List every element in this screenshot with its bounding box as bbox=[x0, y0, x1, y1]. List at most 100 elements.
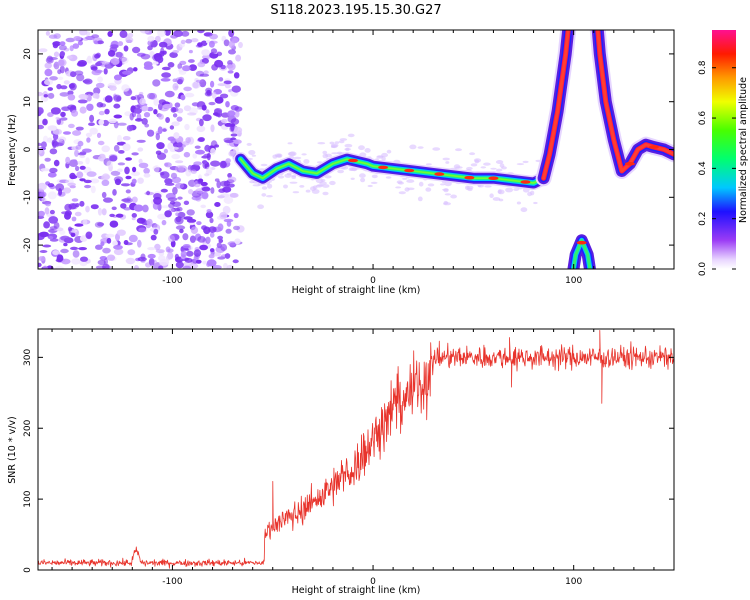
noise-blob bbox=[191, 102, 199, 107]
noise-blob bbox=[58, 45, 67, 51]
noise-blob bbox=[210, 160, 221, 167]
halo-blob bbox=[364, 148, 371, 153]
noise-blob bbox=[153, 228, 159, 235]
noise-blob bbox=[40, 168, 50, 172]
noise-blob bbox=[160, 188, 168, 193]
noise-blob bbox=[225, 101, 230, 108]
noise-blob bbox=[187, 112, 197, 116]
noise-blob bbox=[38, 182, 47, 191]
noise-blob bbox=[73, 36, 82, 41]
noise-blob bbox=[65, 37, 76, 43]
noise-blob bbox=[165, 117, 171, 123]
noise-blob bbox=[111, 206, 117, 211]
noise-blob bbox=[210, 48, 218, 54]
noise-blob bbox=[40, 141, 47, 149]
noise-blob bbox=[190, 38, 199, 43]
noise-blob bbox=[232, 259, 239, 264]
noise-blob bbox=[94, 69, 103, 74]
noise-blob bbox=[182, 265, 191, 269]
noise-blob bbox=[135, 118, 143, 122]
noise-blob bbox=[140, 53, 151, 60]
colorbar-ticks: 0.0 0.2 0.4 0.6 0.8 bbox=[698, 60, 736, 276]
halo-blob bbox=[358, 145, 365, 151]
snr-background bbox=[38, 329, 674, 570]
noise-blob bbox=[188, 263, 199, 269]
noise-blob bbox=[157, 152, 167, 160]
halo-blob bbox=[397, 181, 404, 185]
noise-blob bbox=[228, 30, 235, 38]
noise-blob bbox=[214, 202, 221, 207]
noise-blob bbox=[189, 235, 196, 243]
noise-blob bbox=[97, 140, 105, 146]
hot-spot bbox=[378, 165, 389, 170]
noise-blob bbox=[90, 178, 100, 184]
noise-blob bbox=[132, 46, 141, 54]
y-tick-label: 0 bbox=[23, 146, 33, 152]
noise-blob bbox=[49, 226, 58, 230]
noise-blob bbox=[117, 168, 123, 173]
noise-blob bbox=[147, 253, 156, 259]
snr-panel: 0 100 200 300 -100 0 100 Height of straight l… bbox=[7, 328, 675, 596]
noise-blob bbox=[180, 39, 186, 45]
noise-blob bbox=[203, 226, 211, 235]
noise-blob bbox=[188, 49, 193, 54]
noise-blob bbox=[131, 217, 136, 221]
noise-blob bbox=[177, 142, 183, 148]
noise-blob bbox=[60, 117, 68, 121]
noise-blob bbox=[77, 161, 84, 165]
noise-blob bbox=[113, 74, 122, 81]
main-track-band bbox=[239, 158, 545, 184]
noise-blob bbox=[205, 166, 213, 174]
noise-blob bbox=[133, 107, 142, 114]
halo-blob bbox=[407, 187, 415, 191]
noise-blob bbox=[238, 41, 243, 49]
noise-blob bbox=[171, 153, 181, 160]
noise-blob bbox=[79, 154, 86, 159]
noise-blob bbox=[223, 80, 232, 85]
halo-blob bbox=[443, 188, 449, 193]
noise-blob bbox=[56, 83, 62, 90]
noise-blob bbox=[104, 108, 110, 115]
halo-blob bbox=[377, 155, 384, 158]
halo-blob bbox=[455, 148, 462, 152]
noise-blob bbox=[113, 114, 123, 119]
halo-blob bbox=[367, 184, 373, 188]
noise-blob bbox=[38, 124, 44, 130]
noise-blob bbox=[148, 258, 155, 266]
noise-blob bbox=[197, 61, 206, 68]
noise-blob bbox=[120, 183, 131, 187]
noise-blob bbox=[60, 111, 66, 118]
noise-blob bbox=[220, 93, 229, 99]
halo-blob bbox=[266, 195, 273, 198]
halo-blob bbox=[527, 191, 533, 197]
noise-blob bbox=[69, 175, 78, 179]
noise-blob bbox=[217, 256, 226, 260]
noise-blob bbox=[138, 158, 143, 164]
halo-blob bbox=[406, 179, 415, 183]
noise-blob bbox=[90, 185, 96, 194]
halo-blob bbox=[398, 191, 406, 195]
noise-blob bbox=[57, 69, 62, 75]
noise-blob bbox=[175, 182, 185, 189]
hot-spot bbox=[464, 175, 475, 180]
noise-blob bbox=[45, 31, 51, 36]
halo-blob bbox=[337, 169, 344, 174]
noise-blob bbox=[179, 70, 187, 75]
noise-blob bbox=[75, 165, 80, 172]
noise-blob bbox=[102, 247, 111, 254]
noise-blob bbox=[72, 250, 80, 258]
noise-blob bbox=[39, 231, 49, 238]
noise-blob bbox=[47, 137, 53, 143]
halo-blob bbox=[325, 153, 332, 158]
noise-blob bbox=[197, 30, 205, 34]
spectrogram-x-label: Height of straight line (km) bbox=[292, 285, 421, 296]
noise-blob bbox=[88, 122, 95, 126]
noise-blob bbox=[224, 139, 234, 143]
halo-blob bbox=[261, 193, 267, 197]
noise-blob bbox=[106, 237, 112, 244]
noise-blob bbox=[137, 177, 144, 184]
noise-blob bbox=[43, 94, 48, 98]
noise-blob bbox=[112, 189, 117, 196]
noise-blob bbox=[227, 176, 237, 183]
noise-blob bbox=[160, 78, 171, 82]
